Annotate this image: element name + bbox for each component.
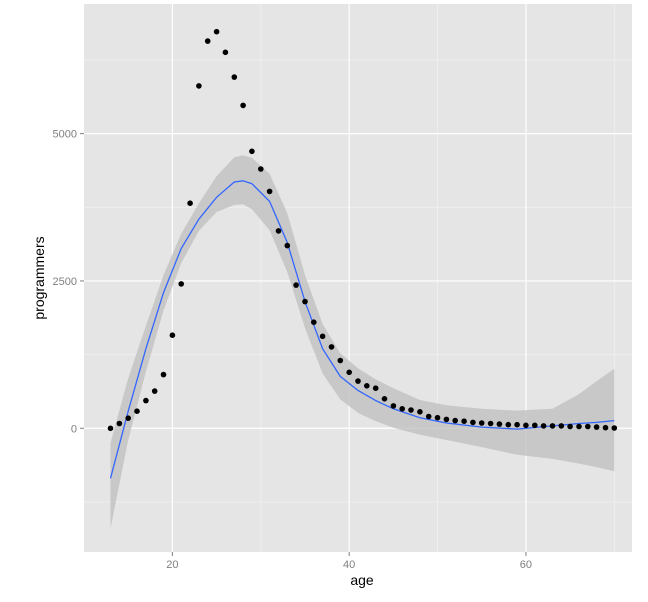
data-point	[240, 102, 246, 109]
x-tick-label: 60	[520, 559, 532, 571]
data-point	[284, 242, 291, 249]
data-points	[107, 28, 618, 432]
data-point	[558, 423, 565, 429]
data-point	[408, 407, 414, 413]
x-tick-label: 20	[166, 559, 178, 571]
data-point	[611, 425, 618, 431]
data-point	[355, 378, 361, 384]
data-point	[549, 423, 556, 429]
data-point	[417, 409, 423, 415]
x-axis-title: age	[350, 572, 374, 588]
data-point	[576, 423, 582, 430]
data-point	[496, 421, 503, 427]
data-point	[390, 403, 397, 409]
data-point	[125, 415, 131, 422]
data-point	[434, 414, 441, 421]
data-point	[567, 423, 573, 430]
data-point	[452, 417, 459, 424]
data-point	[381, 396, 388, 402]
data-point	[470, 419, 476, 426]
data-point	[443, 416, 450, 423]
data-point	[461, 418, 467, 425]
y-tick-label: 5000	[53, 129, 77, 141]
data-point	[116, 420, 123, 427]
data-point	[151, 388, 158, 394]
data-point	[478, 420, 485, 426]
data-point	[107, 425, 114, 432]
data-point	[134, 408, 140, 415]
data-point	[213, 28, 220, 35]
data-point	[364, 383, 370, 389]
data-point	[337, 357, 344, 364]
data-point	[187, 200, 193, 206]
data-point	[372, 385, 379, 392]
data-point	[585, 423, 591, 430]
x-tick-label: 40	[343, 559, 355, 571]
smooth-fit-line	[109, 180, 615, 479]
data-point	[249, 148, 255, 155]
data-point	[505, 421, 512, 428]
data-point	[514, 421, 520, 428]
data-point	[160, 371, 167, 378]
data-point	[532, 422, 538, 429]
y-axis-title: programmers	[31, 236, 47, 319]
data-point	[293, 282, 299, 288]
data-point	[593, 424, 600, 430]
axes: 20 40 60 0 2500 5000	[53, 129, 533, 571]
data-point	[258, 166, 264, 172]
data-point	[319, 333, 326, 340]
y-tick-label: 0	[71, 423, 77, 435]
data-point	[143, 397, 149, 404]
data-point	[231, 74, 238, 80]
data-point	[523, 422, 529, 429]
data-point	[399, 406, 406, 412]
y-tick-label: 2500	[53, 276, 77, 288]
data-point	[602, 424, 609, 431]
smooth-line	[109, 180, 615, 479]
confidence-band	[110, 155, 615, 529]
data-point	[266, 188, 273, 195]
data-point	[346, 369, 353, 376]
data-point	[222, 49, 229, 56]
data-point	[487, 420, 494, 427]
data-point	[169, 332, 176, 339]
data-point	[204, 38, 211, 44]
data-point	[425, 413, 432, 420]
data-point	[178, 281, 184, 287]
data-point	[328, 344, 335, 350]
data-point	[540, 423, 547, 429]
data-point	[275, 228, 282, 234]
confidence-ribbon	[110, 155, 615, 529]
data-point	[311, 319, 317, 326]
data-point	[302, 298, 308, 305]
data-point	[196, 83, 202, 89]
